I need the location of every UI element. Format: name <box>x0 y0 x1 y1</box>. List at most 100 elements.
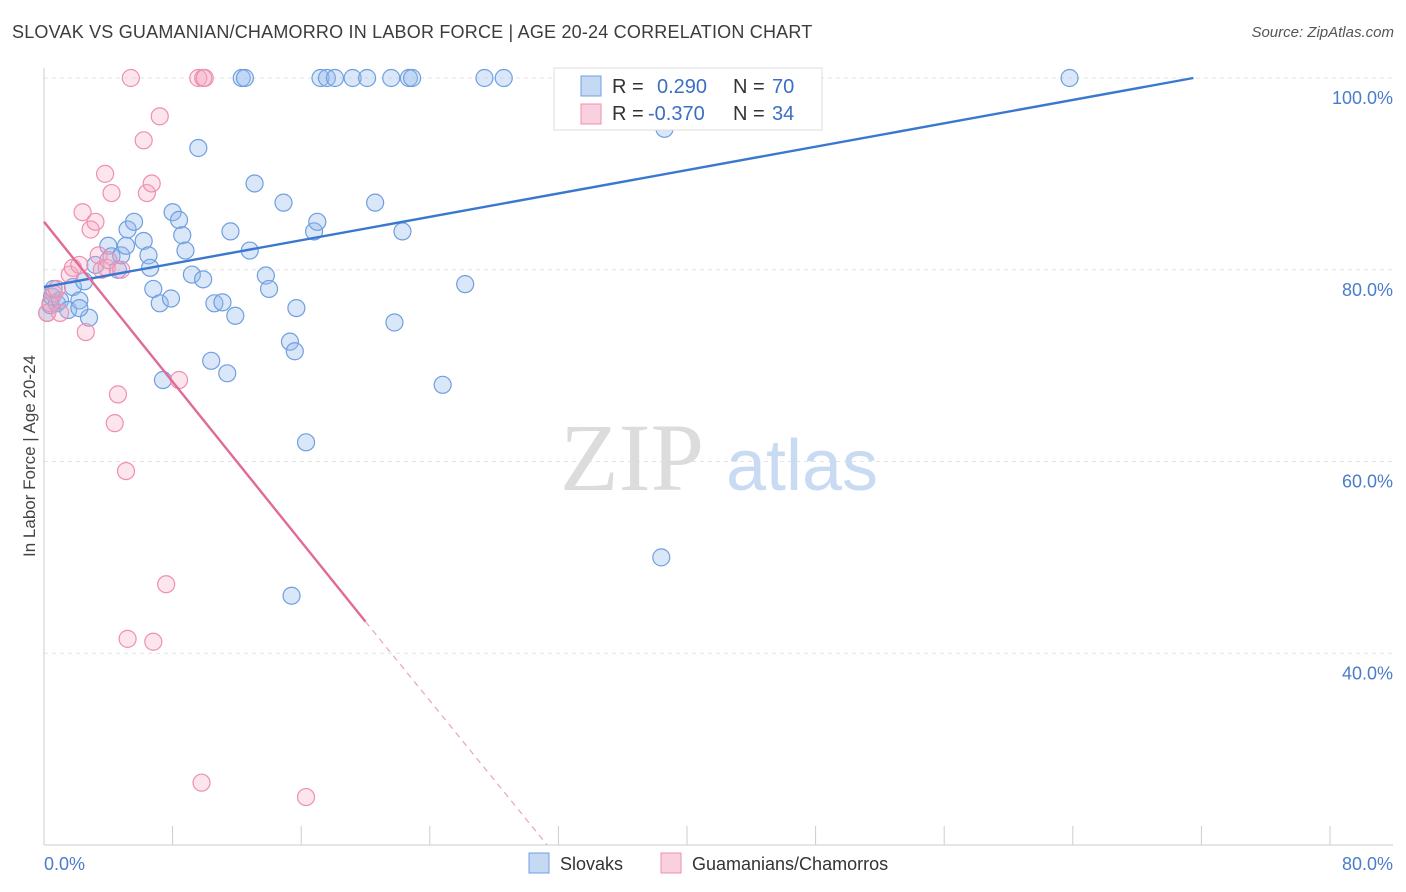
slovak-point <box>311 68 330 88</box>
guamanian-point <box>108 385 128 404</box>
slovak-point <box>475 68 494 88</box>
y-tick-label: 100.0% <box>1332 88 1393 108</box>
chart-title: SLOVAK VS GUAMANIAN/CHAMORRO IN LABOR FO… <box>12 22 813 42</box>
y-tick-label: 40.0% <box>1342 663 1393 683</box>
slovak-point <box>47 294 66 313</box>
slovak-point <box>308 212 327 231</box>
slovak-point <box>385 313 404 332</box>
guamanian-point <box>99 251 118 270</box>
slovak-point <box>256 266 275 285</box>
legend-swatch-slovak <box>580 75 602 97</box>
guamanian-point <box>73 203 92 222</box>
slovak-point <box>194 270 213 289</box>
slovak-point <box>213 293 232 312</box>
watermark-atlas: atlas <box>726 426 878 506</box>
legend-n-value-guamanian: 34 <box>772 103 794 125</box>
guamanian-point <box>150 107 169 126</box>
slovak-point <box>403 68 422 88</box>
slovak-point <box>226 306 245 325</box>
slovak-point <box>304 222 324 241</box>
guamanian-point <box>112 260 131 279</box>
slovak-point <box>221 222 240 241</box>
x-tick-label: 0.0% <box>44 854 85 874</box>
guamanian-point <box>296 787 316 807</box>
legend-r-label: R = <box>612 76 644 98</box>
slovak-point <box>287 299 306 318</box>
guamanian-point <box>102 183 121 203</box>
slovak-point <box>189 138 208 158</box>
slovak-point <box>494 68 513 88</box>
slovak-point <box>280 332 300 351</box>
slovak-point <box>1060 68 1079 88</box>
legend-n-value-slovak: 70 <box>772 76 794 98</box>
slovak-point <box>173 226 192 245</box>
legend-swatch-guamanian <box>580 103 602 125</box>
slovak-point <box>169 210 189 229</box>
slovak-point <box>176 241 195 260</box>
trend-lines <box>43 76 1194 846</box>
legend: R = 0.290 N = 70 R = -0.370 N = 34 <box>553 67 823 131</box>
guamanian-point <box>38 303 57 322</box>
slovak-point <box>259 279 279 299</box>
legend-r-label: R = <box>612 103 644 125</box>
series-label-slovak: Slovaks <box>560 854 623 874</box>
guamanian-point <box>192 773 211 792</box>
guamanian-point <box>116 461 136 481</box>
slovak-points <box>38 68 1079 605</box>
guamanian-point <box>95 164 115 183</box>
guamanian-point <box>50 303 70 322</box>
slovak-point <box>182 265 201 284</box>
series-label-guamanian: Guamanians/Chamorros <box>692 854 888 874</box>
slovak-point <box>79 308 99 327</box>
series-legend: Slovaks Guamanians/Chamorros <box>528 852 888 874</box>
guamanian-point <box>105 414 124 433</box>
series-swatch-slovak <box>528 852 550 874</box>
guamanian-point <box>76 322 95 342</box>
slovak-point <box>70 291 89 310</box>
guamanian-point <box>118 629 137 648</box>
slovak-point <box>382 68 401 88</box>
axes <box>43 68 1393 846</box>
slovak-trend-line <box>43 76 1194 289</box>
slovak-point <box>456 275 475 294</box>
guamanian-point <box>134 131 153 150</box>
slovak-point <box>343 68 362 88</box>
legend-n-label: N = <box>733 76 765 98</box>
slovak-point <box>282 586 301 605</box>
guamanian-point <box>169 370 189 390</box>
slovak-point <box>218 364 237 383</box>
slovak-point <box>274 193 293 212</box>
y-axis-label: In Labor Force | Age 20-24 <box>20 355 39 557</box>
legend-r-value-slovak: 0.290 <box>657 76 707 98</box>
legend-r-value-guamanian: -0.370 <box>648 103 705 125</box>
slovak-point <box>652 548 671 567</box>
legend-n-label: N = <box>733 103 765 125</box>
slovak-point <box>153 370 173 390</box>
slovak-point <box>150 294 169 313</box>
slovak-point <box>433 375 452 394</box>
slovak-point <box>134 231 153 251</box>
slovak-point <box>285 342 304 361</box>
slovak-point <box>358 68 377 88</box>
guamanian-point <box>121 68 140 88</box>
series-swatch-guamanian <box>660 852 682 874</box>
y-tick-label: 60.0% <box>1342 472 1393 492</box>
slovak-point <box>161 289 181 308</box>
slovak-point <box>296 433 316 452</box>
guamanian-trend-extension <box>365 621 548 846</box>
guamanian-point <box>86 212 105 231</box>
source-credit: Source: ZipAtlas.com <box>1251 24 1394 41</box>
guamanian-point <box>142 174 161 193</box>
x-tick-label: 80.0% <box>1342 854 1393 874</box>
y-tick-labels: 40.0% 60.0% 80.0% 100.0% <box>1332 88 1393 683</box>
guamanian-point <box>137 183 156 203</box>
guamanian-point <box>157 575 176 594</box>
watermark-zip: ZIP <box>560 404 704 511</box>
guamanian-point <box>144 632 163 651</box>
y-tick-label: 80.0% <box>1342 280 1393 300</box>
slovak-point <box>325 68 345 88</box>
guamanian-point <box>189 68 208 88</box>
slovak-point <box>245 174 264 193</box>
slovak-point <box>202 351 221 370</box>
